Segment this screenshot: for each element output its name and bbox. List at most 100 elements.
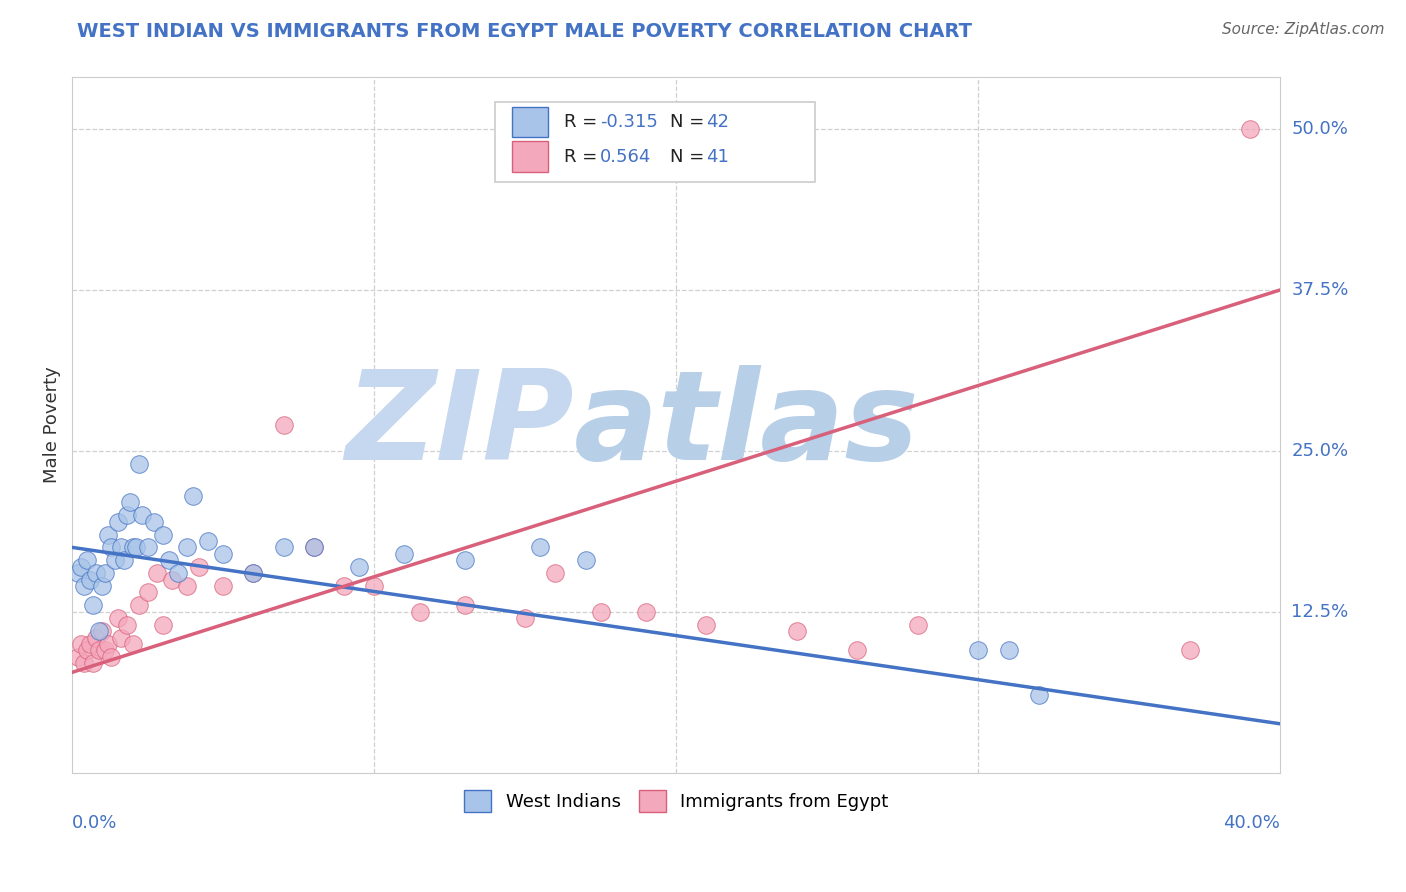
Point xyxy=(112,553,135,567)
Point xyxy=(515,611,537,625)
Point xyxy=(100,649,122,664)
Text: 25.0%: 25.0% xyxy=(1292,442,1348,460)
Text: 42: 42 xyxy=(706,113,730,131)
Point xyxy=(73,657,96,671)
Point xyxy=(160,573,183,587)
Text: N =: N = xyxy=(671,148,710,166)
Point xyxy=(136,585,159,599)
Point xyxy=(1178,643,1201,657)
Point xyxy=(142,515,165,529)
Point xyxy=(454,553,477,567)
Text: ZIP: ZIP xyxy=(344,365,574,485)
Text: 40.0%: 40.0% xyxy=(1223,814,1281,832)
Point xyxy=(146,566,169,581)
Text: atlas: atlas xyxy=(574,365,920,485)
Point xyxy=(67,649,90,664)
Point xyxy=(544,566,567,581)
Text: 0.564: 0.564 xyxy=(600,148,651,166)
Text: R =: R = xyxy=(564,113,603,131)
Text: WEST INDIAN VS IMMIGRANTS FROM EGYPT MALE POVERTY CORRELATION CHART: WEST INDIAN VS IMMIGRANTS FROM EGYPT MAL… xyxy=(77,22,973,41)
Point xyxy=(846,643,869,657)
Point xyxy=(589,605,612,619)
Point xyxy=(82,599,104,613)
Point xyxy=(121,637,143,651)
Y-axis label: Male Poverty: Male Poverty xyxy=(44,367,60,483)
Point xyxy=(273,541,295,555)
Point xyxy=(242,566,264,581)
Legend: West Indians, Immigrants from Egypt: West Indians, Immigrants from Egypt xyxy=(457,783,896,820)
Point xyxy=(636,605,658,619)
Text: R =: R = xyxy=(564,148,603,166)
Point xyxy=(79,573,101,587)
Point xyxy=(152,617,174,632)
Point xyxy=(67,566,90,581)
Point xyxy=(131,508,153,523)
Point xyxy=(70,559,93,574)
Point xyxy=(94,566,117,581)
Text: 12.5%: 12.5% xyxy=(1292,603,1348,621)
Point xyxy=(115,617,138,632)
Point xyxy=(136,541,159,555)
Point xyxy=(212,579,235,593)
Text: 37.5%: 37.5% xyxy=(1292,281,1348,299)
Text: 50.0%: 50.0% xyxy=(1292,120,1348,138)
Point xyxy=(107,611,129,625)
Point xyxy=(107,515,129,529)
Point xyxy=(86,566,108,581)
Point xyxy=(91,579,114,593)
Point xyxy=(73,579,96,593)
Text: 0.0%: 0.0% xyxy=(72,814,118,832)
Point xyxy=(103,553,125,567)
Point xyxy=(176,541,198,555)
Point xyxy=(118,495,141,509)
Point xyxy=(363,579,385,593)
Point xyxy=(181,489,204,503)
Point xyxy=(79,637,101,651)
Point xyxy=(70,637,93,651)
Point xyxy=(97,527,120,541)
Point xyxy=(157,553,180,567)
Point xyxy=(1028,689,1050,703)
Point xyxy=(242,566,264,581)
FancyBboxPatch shape xyxy=(512,107,548,137)
Point xyxy=(110,541,132,555)
FancyBboxPatch shape xyxy=(495,102,815,182)
Point xyxy=(128,457,150,471)
Point xyxy=(197,533,219,548)
Text: N =: N = xyxy=(671,113,710,131)
Point xyxy=(121,541,143,555)
Point xyxy=(1239,122,1261,136)
Point xyxy=(529,541,551,555)
Point xyxy=(575,553,598,567)
Point xyxy=(176,579,198,593)
Point xyxy=(82,657,104,671)
Text: 41: 41 xyxy=(706,148,730,166)
Point xyxy=(86,631,108,645)
Point xyxy=(115,508,138,523)
Point xyxy=(212,547,235,561)
Point xyxy=(188,559,211,574)
FancyBboxPatch shape xyxy=(512,142,548,172)
Text: -0.315: -0.315 xyxy=(600,113,658,131)
Point xyxy=(152,527,174,541)
Point xyxy=(100,541,122,555)
Point xyxy=(408,605,430,619)
Point xyxy=(124,541,146,555)
Point xyxy=(302,541,325,555)
Point xyxy=(89,643,111,657)
Text: Source: ZipAtlas.com: Source: ZipAtlas.com xyxy=(1222,22,1385,37)
Point xyxy=(394,547,416,561)
Point xyxy=(110,631,132,645)
Point xyxy=(454,599,477,613)
Point xyxy=(347,559,370,574)
Point xyxy=(273,418,295,433)
Point xyxy=(128,599,150,613)
Point xyxy=(302,541,325,555)
Point xyxy=(97,637,120,651)
Point xyxy=(967,643,990,657)
Point xyxy=(786,624,808,639)
Point xyxy=(94,643,117,657)
Point xyxy=(997,643,1019,657)
Point xyxy=(76,643,98,657)
Point xyxy=(907,617,929,632)
